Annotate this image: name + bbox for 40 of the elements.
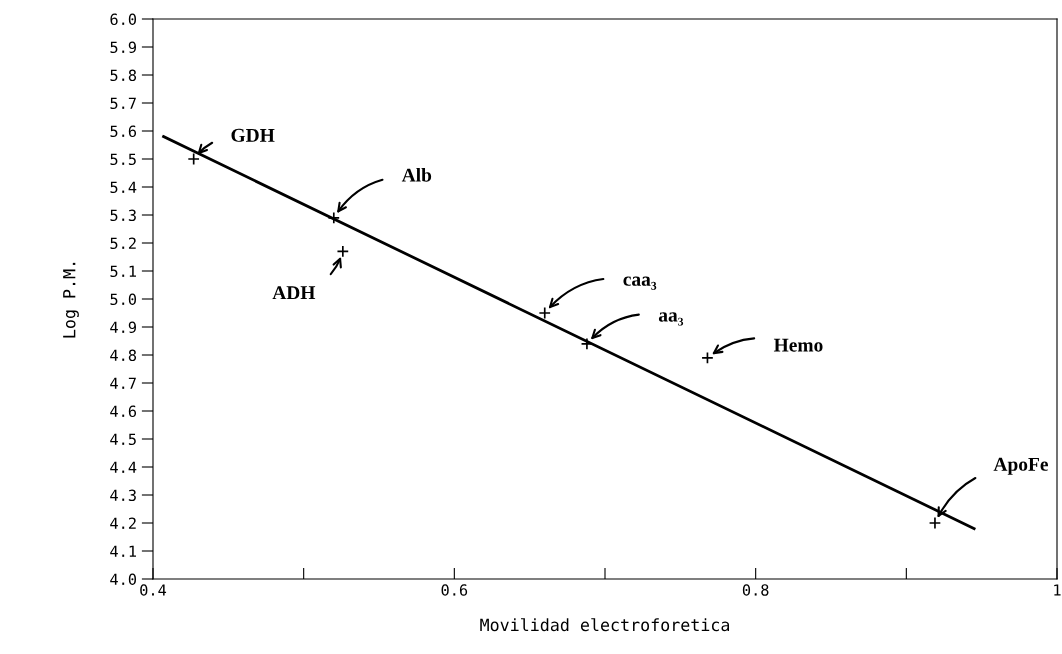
y-tick-label: 5.6: [110, 125, 137, 138]
annotation: Alb: [401, 167, 432, 182]
point: [327, 211, 341, 225]
x-tick-label: 0.6: [441, 584, 468, 596]
point: [928, 516, 942, 530]
y-tick-label: 4.4: [110, 461, 137, 473]
y-tick-label: 4.1: [110, 545, 136, 557]
point: [336, 245, 350, 258]
y-tick-label: 4.6: [110, 405, 137, 418]
point: [701, 351, 714, 365]
point: [187, 152, 200, 166]
annotation: Hemo: [773, 338, 823, 352]
annotation: caa₃: [623, 276, 657, 290]
y-tick-label: 5.8: [110, 69, 137, 82]
annotation: GDH: [231, 128, 275, 142]
annotation: ADH: [272, 286, 316, 300]
y-axis-title: Log P.M.: [63, 262, 79, 338]
y-tick-label: 4.8: [110, 349, 137, 362]
y-tick-label: 5.4: [110, 181, 137, 194]
y-tick-label: 5.7: [110, 97, 136, 110]
x-tick-label: 0.8: [742, 584, 769, 596]
x-tick-label: 1: [1054, 584, 1061, 596]
y-tick-label: 4.2: [110, 517, 136, 529]
y-tick-label: 5.0: [110, 293, 137, 306]
annotation: ApoFe: [993, 457, 1048, 475]
y-tick-label: 4.9: [110, 321, 136, 334]
y-tick-label: 5.5: [110, 153, 136, 166]
y-tick-label: 5.1: [110, 265, 136, 278]
y-tick-label: 4.5: [110, 433, 136, 446]
y-tick-label: 6.0: [110, 13, 137, 26]
y-tick-label: 4.3: [110, 489, 136, 502]
y-tick-label: 4.7: [110, 377, 136, 389]
y-tick-label: 5.2: [110, 237, 136, 250]
x-tick-label: 0.4: [140, 584, 167, 596]
annotation: aa₃: [658, 312, 684, 326]
y-tick-label: 5.3: [110, 209, 136, 222]
y-tick-label: 5.9: [110, 41, 136, 54]
y-tick-label: 4.0: [110, 573, 137, 586]
point: [538, 306, 551, 320]
x-axis-title: Movilidad electroforetica: [480, 618, 730, 632]
